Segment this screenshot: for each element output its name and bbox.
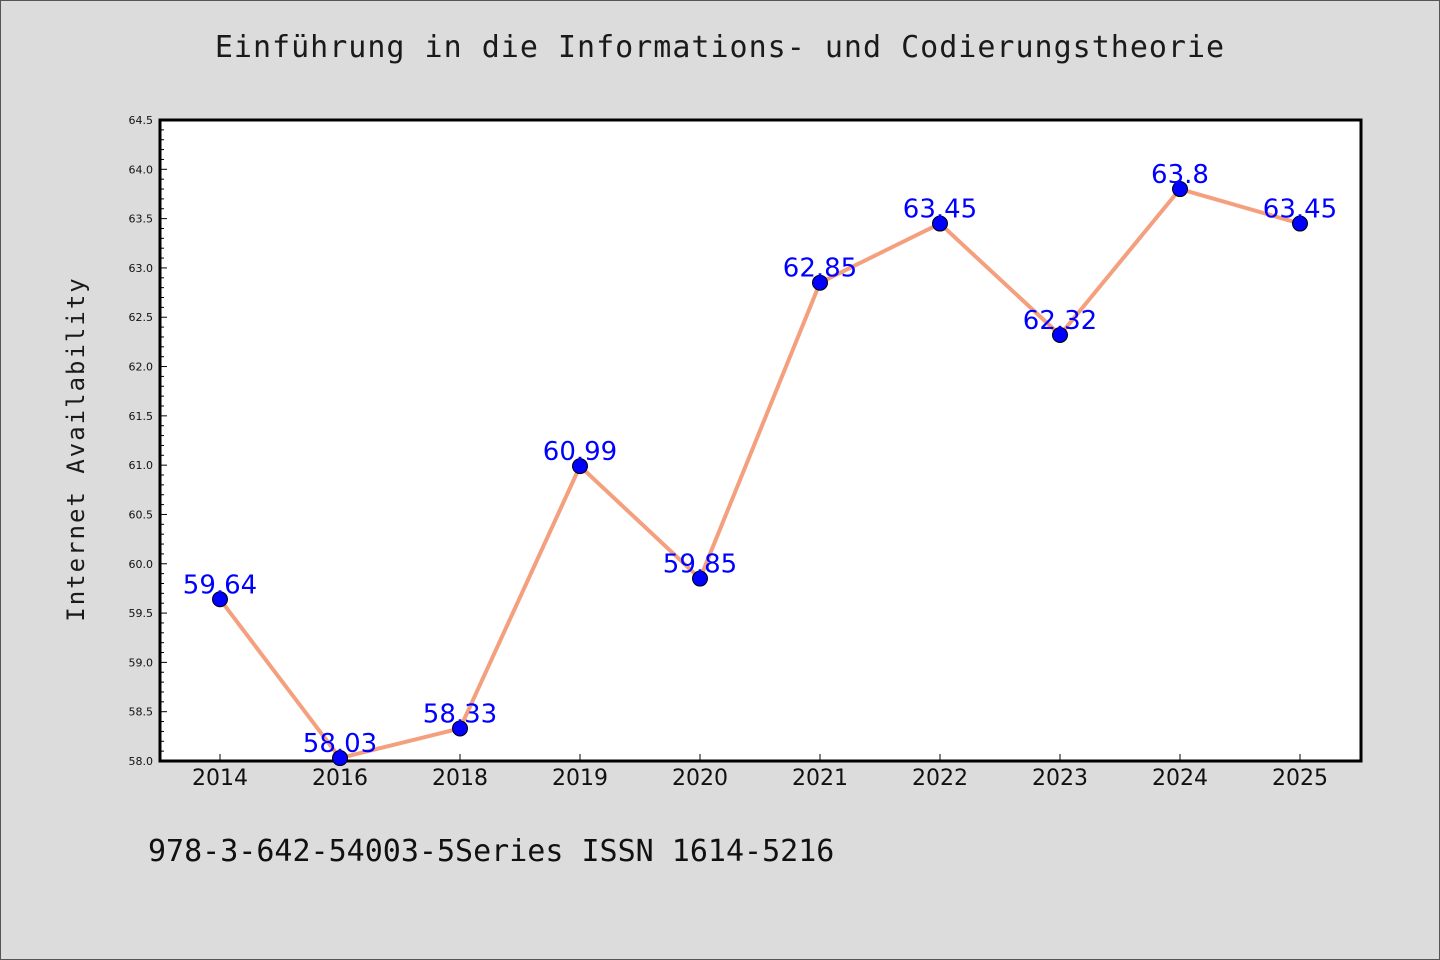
- data-point: [1172, 181, 1188, 198]
- data-label: 62.32: [1023, 306, 1097, 336]
- x-tick-label: 2025: [1272, 766, 1328, 791]
- data-label: 59.64: [183, 570, 257, 600]
- x-tick-label: 2023: [1032, 766, 1088, 791]
- data-label: 62.85: [783, 254, 857, 284]
- data-point: [1052, 326, 1068, 343]
- y-tick-label: 62.5: [129, 311, 154, 324]
- x-tick-label: 2022: [912, 766, 968, 791]
- x-axis: 2014 2016 2018 2019 2020 2021 2022 2023 2024 2025: [192, 754, 1328, 791]
- x-tick-label: 2018: [432, 766, 488, 791]
- data-point: [692, 570, 708, 587]
- footer-isbn-issn: 978-3-642-54003-5Series ISSN 1614-5216: [148, 834, 835, 869]
- x-tick-label: 2019: [552, 766, 608, 791]
- y-tick-label: 58.5: [129, 706, 154, 719]
- y-tick-label: 63.0: [129, 262, 154, 275]
- y-tick-label: 63.5: [129, 213, 154, 226]
- y-tick-label: 58.0: [129, 755, 154, 768]
- plot-area: [158, 118, 1363, 763]
- data-label: 58.03: [303, 729, 377, 759]
- y-tick-label: 61.5: [129, 410, 154, 423]
- data-point: [212, 591, 228, 608]
- y-tick-label: 64.0: [129, 163, 154, 176]
- y-tick-label: 60.5: [129, 508, 154, 521]
- series-line: [218, 187, 1301, 761]
- y-tick-label: 64.5: [129, 114, 154, 127]
- x-tick-label: 2014: [192, 766, 248, 791]
- x-tick-label: 2016: [312, 766, 368, 791]
- y-tick-label: 59.5: [129, 607, 154, 620]
- series-group: [212, 181, 1308, 767]
- data-labels-group: 59.64 58.03 58.33 60.99 59.85 62.85 63.45 62.32…: [183, 160, 1337, 759]
- data-point: [452, 720, 468, 737]
- y-tick-label: 60.0: [129, 558, 154, 571]
- chart-title: Einführung in die Informations- und Codi…: [214, 30, 1226, 65]
- y-tick-label: 61.0: [129, 459, 154, 472]
- data-label: 60.99: [543, 437, 617, 467]
- y-tick-label: 62.0: [129, 361, 154, 374]
- data-point: [932, 215, 948, 232]
- data-label: 63.45: [1263, 195, 1337, 225]
- data-point: [812, 274, 828, 291]
- x-tick-label: 2021: [792, 766, 848, 791]
- data-point: [1292, 215, 1308, 232]
- data-label: 63.45: [903, 195, 977, 225]
- x-tick-label: 2024: [1152, 766, 1208, 791]
- data-point: [332, 750, 348, 767]
- data-label: 58.33: [423, 699, 497, 729]
- y-tick-label: 59.0: [129, 656, 154, 669]
- data-label: 59.85: [663, 550, 737, 580]
- data-point: [572, 458, 588, 475]
- y-axis: 58.0 58.5 59.0 59.5 60.0 60.5 61.0 61.5 62.0 62.5…: [129, 114, 167, 768]
- data-label: 63.8: [1151, 160, 1209, 190]
- x-tick-label: 2020: [672, 766, 728, 791]
